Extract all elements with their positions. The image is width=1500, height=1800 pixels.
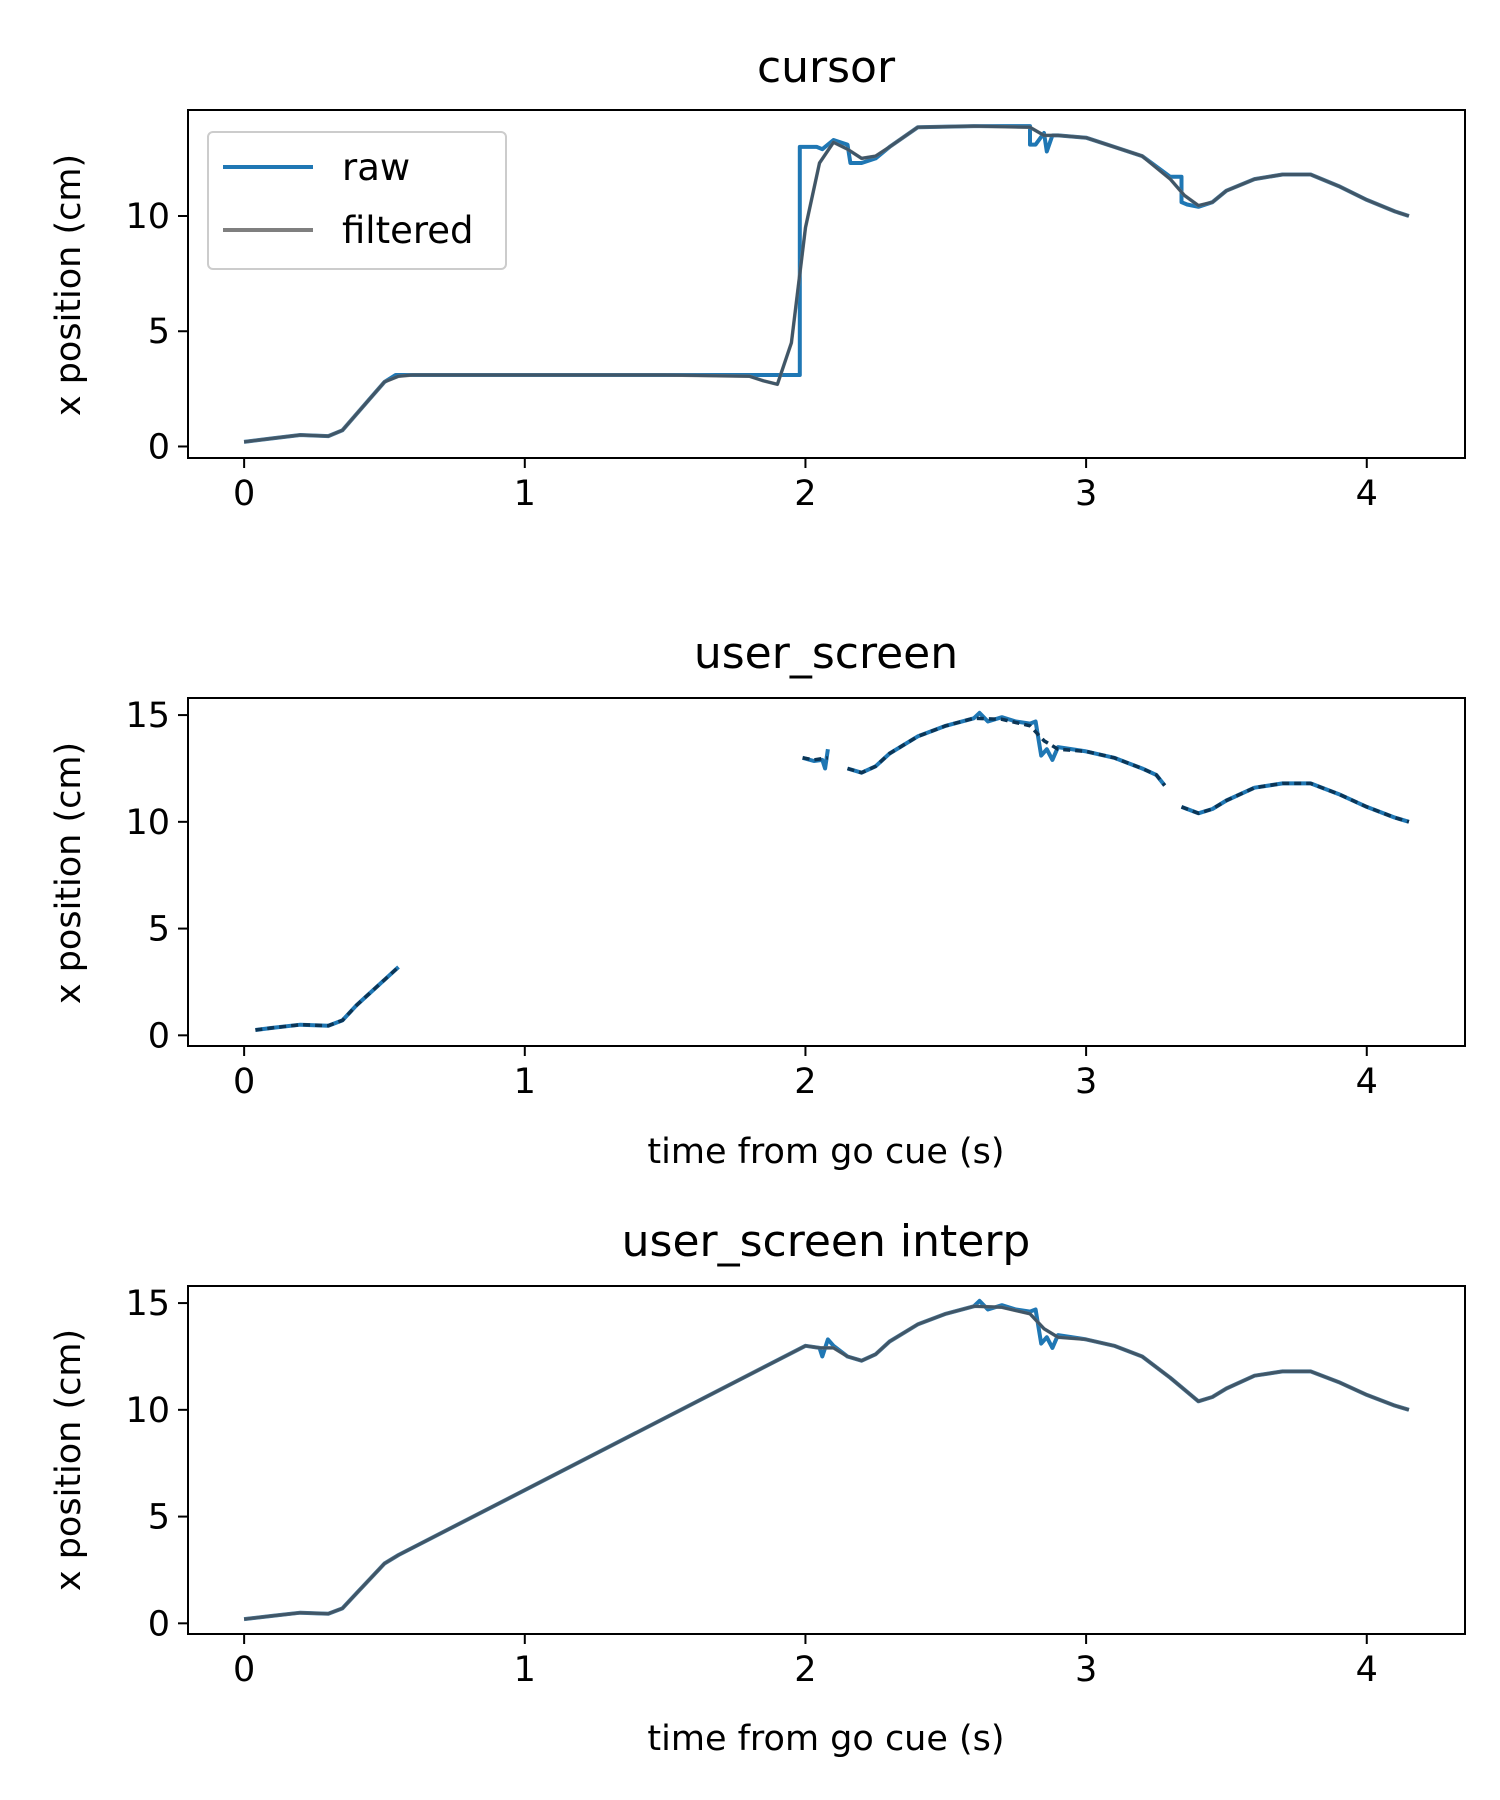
y-tick-label: 0 [148, 1016, 170, 1056]
plot-frame [187, 697, 1466, 1047]
y-axis-label-cursor: x position (cm) [49, 154, 89, 416]
x-tick-label: 4 [1356, 474, 1378, 514]
series-group [243, 124, 1410, 444]
x-tick-label: 0 [233, 1062, 255, 1102]
panel-cursor: cursor x position (cm) 0 1 2 3 4 0 5 10 raw fil… [49, 42, 1466, 514]
y-tick-label: 15 [125, 696, 170, 736]
panel-user-screen-interp: user_screen interp x position (cm) time … [49, 1216, 1466, 1759]
y-tick-label: 5 [148, 1498, 170, 1538]
y-tick-label: 5 [148, 910, 170, 950]
series-line-overlap [243, 1304, 1410, 1621]
x-tick-label: 1 [514, 1062, 536, 1102]
legend-label-filtered: filtered [342, 209, 474, 252]
panel-user-screen: user_screen x position (cm) time from go… [49, 628, 1466, 1172]
series-group [243, 1298, 1410, 1622]
y-axis-label-user-screen-interp: x position (cm) [49, 1329, 89, 1591]
x-axis-label-user-screen: time from go cue (s) [647, 1132, 1004, 1172]
series-group [255, 710, 1410, 1032]
x-tick-label: 3 [1075, 474, 1097, 514]
panel-title-cursor: cursor [757, 42, 896, 93]
series-line-overlap [243, 124, 1410, 444]
x-axis-label-user-screen-interp: time from go cue (s) [647, 1719, 1004, 1759]
series-line-filtered [802, 756, 829, 762]
y-tick-label: 10 [125, 197, 170, 237]
panel-title-user-screen: user_screen [694, 628, 958, 679]
x-tick-label: 4 [1356, 1650, 1378, 1690]
y-tick-label: 0 [148, 427, 170, 467]
legend-label-raw: raw [342, 146, 410, 189]
panel-title-user-screen-interp: user_screen interp [622, 1216, 1031, 1267]
y-tick-label: 10 [125, 803, 170, 843]
plot-area-user-screen: 0 1 2 3 4 0 5 10 15 [125, 696, 1466, 1102]
x-tick-label: 2 [794, 1062, 816, 1102]
series-line-filtered [1180, 781, 1410, 824]
y-tick-label: 0 [148, 1604, 170, 1644]
y-tick-label: 10 [125, 1391, 170, 1431]
plot-area-user-screen-interp: 0 1 2 3 4 0 5 10 15 [125, 1284, 1466, 1690]
series-line-filtered [255, 965, 400, 1032]
y-tick-label: 15 [125, 1284, 170, 1324]
series-line-filtered [847, 716, 1167, 787]
legend: raw filtered [207, 131, 507, 270]
series-line-raw [802, 748, 830, 771]
plot-frame [187, 109, 1466, 459]
x-tick-label: 3 [1075, 1650, 1097, 1690]
x-tick-label: 1 [514, 474, 536, 514]
x-tick-label: 1 [514, 1650, 536, 1690]
y-tick-label: 5 [148, 312, 170, 352]
x-tick-label: 0 [233, 1650, 255, 1690]
x-tick-label: 4 [1356, 1062, 1378, 1102]
plot-area-cursor: 0 1 2 3 4 0 5 10 [125, 109, 1466, 514]
plot-frame [187, 1285, 1466, 1635]
y-axis-label-user-screen: x position (cm) [49, 742, 89, 1004]
x-tick-label: 2 [794, 1650, 816, 1690]
x-tick-label: 2 [794, 474, 816, 514]
x-tick-label: 3 [1075, 1062, 1097, 1102]
x-tick-label: 0 [233, 474, 255, 514]
